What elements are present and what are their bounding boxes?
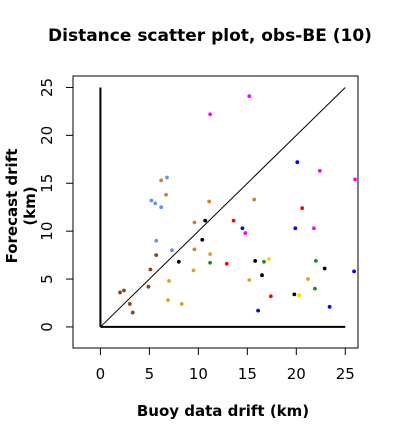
scatter-point bbox=[208, 112, 213, 117]
scatter-point bbox=[292, 292, 297, 297]
scatter-point bbox=[295, 160, 300, 165]
x-tick-label: 10 bbox=[189, 365, 208, 383]
x-tick-label: 20 bbox=[287, 365, 306, 383]
scatter-point bbox=[312, 226, 316, 231]
scatter-point bbox=[240, 226, 245, 231]
scatter-point bbox=[118, 290, 122, 295]
scatter-point bbox=[252, 197, 257, 202]
y-tick-label: 25 bbox=[38, 78, 56, 97]
scatter-point bbox=[153, 201, 158, 206]
scatter-point bbox=[327, 304, 332, 309]
scatter-point bbox=[317, 168, 322, 173]
chart-title: Distance scatter plot, obs-BE (10) bbox=[48, 26, 372, 46]
scatter-point bbox=[179, 302, 184, 306]
y-tick-label: 0 bbox=[38, 322, 56, 332]
y-tick-label: 10 bbox=[38, 222, 56, 241]
scatter-point bbox=[297, 293, 302, 298]
x-tick-label: 25 bbox=[336, 365, 355, 383]
scatter-point bbox=[167, 279, 171, 283]
scatter-point bbox=[191, 268, 196, 273]
scatter-point bbox=[253, 258, 258, 263]
scatter-point bbox=[322, 266, 327, 271]
scatter-point bbox=[203, 218, 208, 223]
scatter-point bbox=[127, 302, 132, 306]
y-tick-label: 20 bbox=[38, 126, 56, 145]
scatter-point bbox=[164, 192, 168, 197]
scatter-point bbox=[154, 238, 159, 243]
scatter-point bbox=[176, 259, 181, 264]
scatter-point bbox=[159, 205, 164, 210]
scatter-point bbox=[247, 278, 252, 282]
y-tick-label: 5 bbox=[38, 274, 56, 284]
scatter-point bbox=[268, 294, 273, 299]
scatter-point bbox=[266, 257, 271, 261]
x-axis: 0 5 10 15 20 25 bbox=[96, 348, 355, 383]
scatter-point bbox=[313, 286, 317, 291]
scatter-point bbox=[293, 226, 298, 231]
scatter-point bbox=[200, 237, 205, 242]
scatter-point bbox=[300, 206, 305, 211]
scatter-point bbox=[146, 284, 151, 289]
scatter-point bbox=[130, 310, 135, 315]
x-tick-label: 5 bbox=[145, 365, 155, 383]
scatter-point bbox=[260, 273, 264, 278]
scatter-point bbox=[231, 218, 236, 223]
scatter-point bbox=[247, 94, 252, 99]
scatter-point bbox=[352, 269, 356, 274]
x-axis-label: Buoy data drift (km) bbox=[136, 402, 310, 420]
scatter-point bbox=[313, 258, 318, 263]
scatter-point bbox=[159, 178, 164, 183]
scatter-point bbox=[243, 231, 248, 235]
scatter-point bbox=[224, 261, 229, 266]
scatter-point bbox=[262, 259, 266, 264]
x-tick-label: 15 bbox=[238, 365, 257, 383]
scatter-point bbox=[207, 199, 212, 204]
scatter-point bbox=[208, 252, 213, 257]
scatter-point bbox=[154, 253, 159, 257]
scatter-point bbox=[148, 267, 153, 272]
diagonal-reference-line bbox=[100, 87, 346, 328]
scatter-point bbox=[166, 298, 170, 303]
scatter-point bbox=[192, 220, 197, 225]
data-points bbox=[118, 94, 357, 315]
scatter-point bbox=[306, 277, 310, 281]
scatter-point bbox=[208, 260, 213, 265]
y-axis: 0 5 10 15 20 25 bbox=[38, 78, 73, 332]
scatter-point bbox=[149, 198, 154, 203]
plot-frame bbox=[72, 75, 359, 349]
scatter-point bbox=[170, 248, 174, 253]
scatter-point bbox=[353, 177, 357, 182]
x-tick-label: 0 bbox=[96, 365, 106, 383]
scatter-point bbox=[122, 288, 126, 293]
scatter-point bbox=[256, 308, 261, 313]
y-tick-label: 15 bbox=[38, 174, 56, 193]
scatter-point bbox=[165, 175, 169, 180]
scatter-point bbox=[192, 247, 197, 252]
reference-lines bbox=[99, 87, 346, 328]
